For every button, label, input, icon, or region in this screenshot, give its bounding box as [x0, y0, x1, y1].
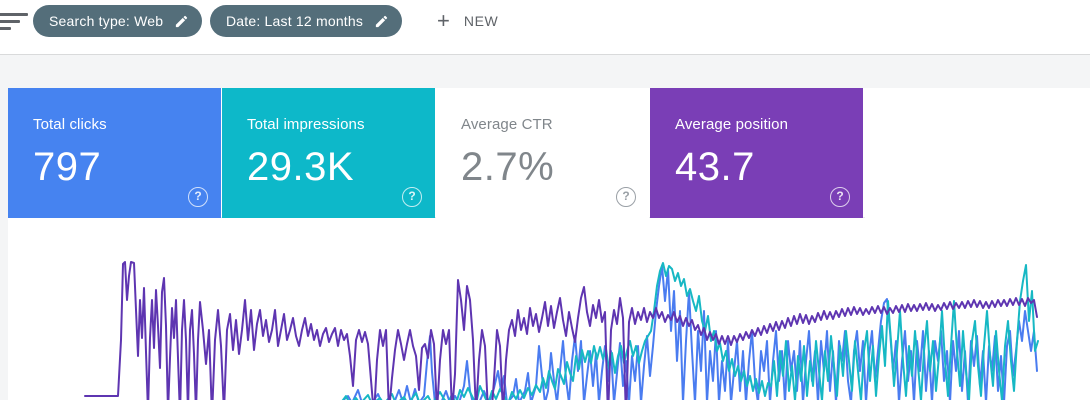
card-total-impressions[interactable]: Total impressions 29.3K ? — [222, 88, 435, 218]
top-filter-bar: Search type: Web Date: Last 12 months + … — [0, 0, 1090, 55]
chart-line-average-position — [84, 261, 1038, 400]
card-average-ctr[interactable]: Average CTR 2.7% ? — [436, 88, 649, 218]
chip-date-range-label: Date: Last 12 months — [226, 13, 364, 29]
card-label: Average position — [675, 116, 789, 133]
new-filter-button[interactable]: + NEW — [437, 8, 498, 34]
new-filter-label: NEW — [463, 13, 499, 29]
card-average-position[interactable]: Average position 43.7 ? — [650, 88, 863, 218]
chip-date-range[interactable]: Date: Last 12 months — [210, 5, 403, 37]
card-value: 797 — [33, 145, 102, 189]
metric-cards-row: Total clicks 797 ? Total impressions 29.… — [8, 88, 865, 218]
edit-pencil-icon[interactable] — [174, 14, 189, 29]
card-total-clicks[interactable]: Total clicks 797 ? — [8, 88, 221, 218]
edit-pencil-icon[interactable] — [374, 14, 389, 29]
chip-search-type[interactable]: Search type: Web — [33, 5, 203, 37]
chart-line-impressions — [341, 262, 1039, 400]
card-value: 43.7 — [675, 145, 755, 189]
card-value: 29.3K — [247, 145, 355, 189]
card-label: Average CTR — [461, 116, 553, 133]
performance-panel: Total clicks 797 ? Total impressions 29.… — [8, 88, 1090, 400]
card-value: 2.7% — [461, 145, 555, 189]
card-label: Total impressions — [247, 116, 365, 133]
help-icon[interactable]: ? — [616, 187, 636, 207]
chip-search-type-label: Search type: Web — [49, 13, 164, 29]
help-icon[interactable]: ? — [188, 187, 208, 207]
card-label: Total clicks — [33, 116, 107, 133]
help-icon[interactable]: ? — [402, 187, 422, 207]
filter-list-icon[interactable] — [0, 13, 28, 31]
performance-line-chart[interactable] — [8, 230, 1090, 400]
help-icon[interactable]: ? — [830, 187, 850, 207]
plus-icon: + — [437, 8, 450, 33]
